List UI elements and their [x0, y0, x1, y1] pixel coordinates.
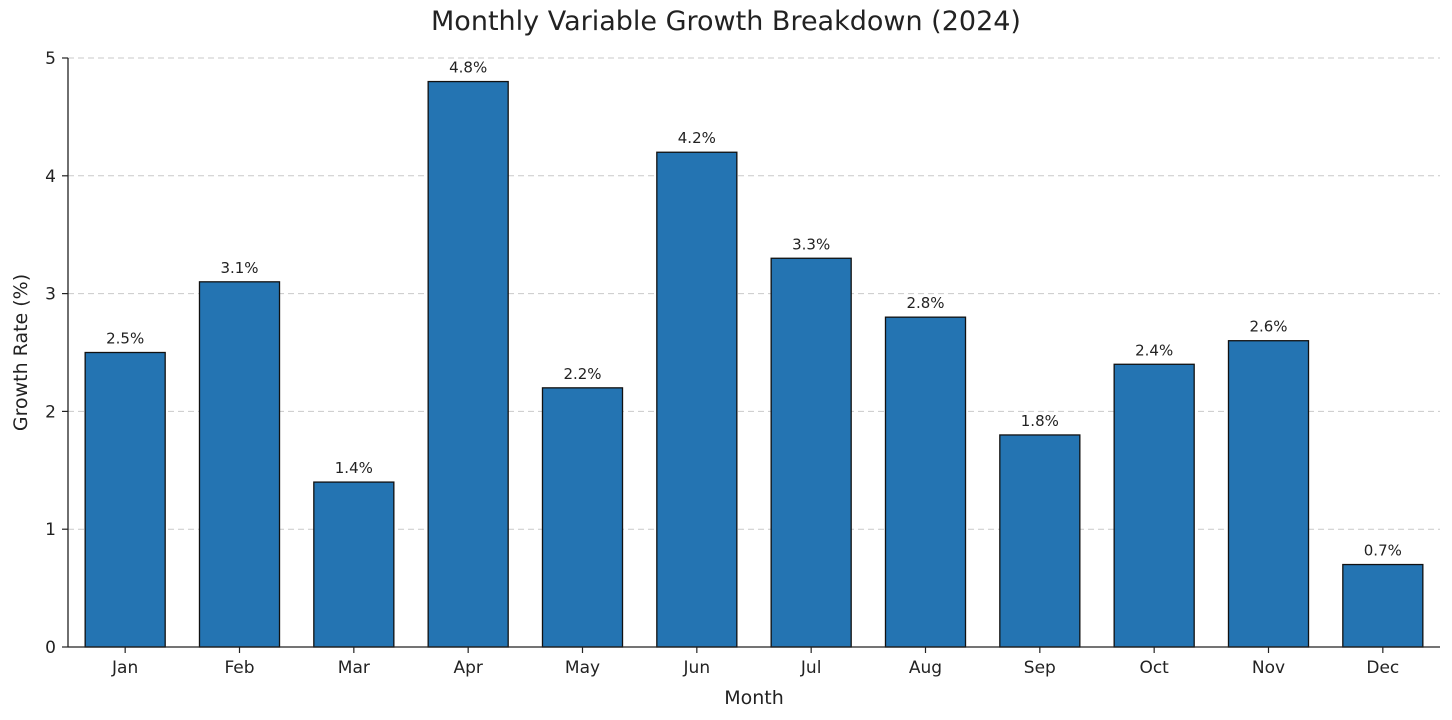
y-tick-label: 2: [45, 402, 56, 422]
bar-value-label: 2.6%: [1249, 318, 1287, 336]
bar-nov: [1227, 340, 1310, 648]
y-tick-label: 1: [45, 520, 56, 540]
x-tick-label: Jul: [800, 658, 822, 678]
x-axis-ticks: Jan Feb Mar Apr May Jun Jul Aug Sep Oct Nov Dec: [111, 647, 1399, 678]
x-tick-label: Sep: [1024, 658, 1056, 678]
bar-value-label: 4.2%: [678, 129, 716, 147]
bar-may: [541, 387, 624, 648]
x-tick-label: Mar: [338, 658, 370, 678]
bar-jul: [770, 257, 852, 648]
x-tick-label: Aug: [909, 658, 942, 678]
y-axis-ticks: 0 1 2 3 4 5: [45, 49, 68, 658]
bar-oct: [1113, 363, 1195, 648]
x-tick-label: Nov: [1252, 658, 1285, 678]
bar-value-label: 2.8%: [906, 294, 944, 312]
x-tick-label: Oct: [1139, 658, 1169, 678]
y-tick-label: 0: [45, 638, 56, 658]
bar-value-label: 2.5%: [106, 330, 144, 348]
bar-value-label: 2.4%: [1135, 341, 1173, 359]
bar-feb: [198, 281, 281, 648]
x-tick-label: Jun: [683, 658, 711, 678]
bar-value-label: 1.8%: [1021, 412, 1059, 430]
bar-value-label: 0.7%: [1364, 542, 1402, 560]
bar-dec: [1342, 563, 1424, 648]
bar-value-label: 4.8%: [449, 59, 487, 77]
bar-value-label: 3.1%: [220, 259, 258, 277]
x-axis-title: Month: [724, 687, 784, 709]
bar-value-label: 2.2%: [563, 365, 601, 383]
x-tick-label: Apr: [453, 658, 482, 678]
bar-jun: [656, 151, 738, 648]
bar-aug: [884, 316, 967, 648]
axes: [67, 58, 1440, 648]
x-tick-label: May: [565, 658, 600, 678]
bar-sep: [999, 434, 1081, 648]
x-tick-label: Feb: [224, 658, 254, 678]
bar-jan: [84, 351, 166, 648]
bars: [84, 80, 1424, 648]
bar-value-label: 3.3%: [792, 235, 830, 253]
gridlines: [68, 57, 1440, 530]
bar-mar: [313, 481, 395, 648]
bar-apr: [427, 80, 509, 648]
chart-title: Monthly Variable Growth Breakdown (2024): [431, 6, 1021, 37]
bar-value-labels: 2.5% 3.1% 1.4% 4.8% 2.2% 4.2% 3.3% 2.8% 1.8% 2.4%…: [106, 59, 1402, 560]
x-tick-label: Jan: [111, 658, 138, 678]
x-tick-label: Dec: [1366, 658, 1399, 678]
y-axis-title: Growth Rate (%): [10, 274, 32, 431]
y-tick-label: 4: [45, 167, 56, 187]
bar-value-label: 1.4%: [335, 459, 373, 477]
y-tick-label: 5: [45, 49, 56, 69]
y-tick-label: 3: [45, 285, 56, 305]
